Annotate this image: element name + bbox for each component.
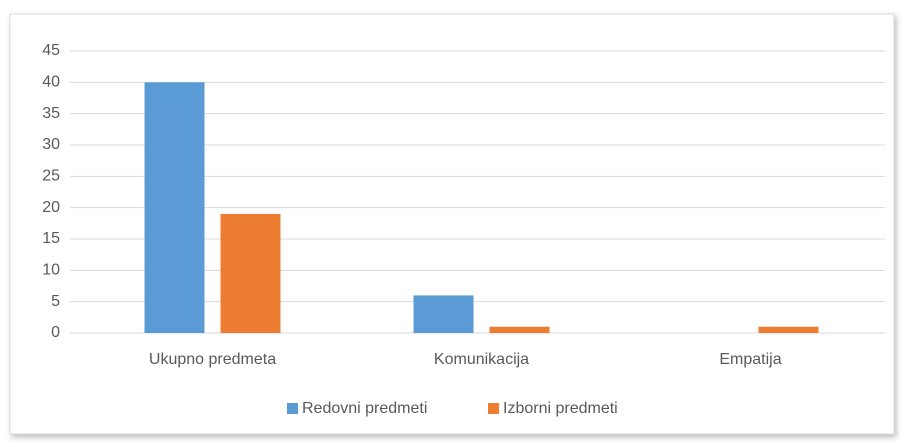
bar xyxy=(413,295,474,333)
legend-swatch xyxy=(488,403,499,414)
bar xyxy=(220,213,281,333)
legend-label: Izborni predmeti xyxy=(503,400,618,417)
x-tick-label: Ukupno predmeta xyxy=(149,351,276,368)
y-tick-label: 30 xyxy=(42,136,60,153)
y-tick-label: 15 xyxy=(42,230,60,247)
y-tick-label: 35 xyxy=(42,105,60,122)
y-tick-label: 25 xyxy=(42,168,60,185)
x-tick-label: Komunikacija xyxy=(434,351,529,368)
y-tick-label: 40 xyxy=(42,74,60,91)
y-tick-label: 5 xyxy=(51,293,60,310)
y-tick-label: 45 xyxy=(42,42,60,59)
y-tick-label: 10 xyxy=(42,262,60,279)
bar xyxy=(489,326,550,333)
y-tick-label: 0 xyxy=(51,324,60,341)
y-tick-label: 20 xyxy=(42,199,60,216)
legend-swatch xyxy=(287,403,298,414)
chart-frame xyxy=(9,13,895,435)
legend-label: Redovni predmeti xyxy=(302,400,427,417)
bar xyxy=(758,326,819,333)
x-tick-label: Empatija xyxy=(719,351,781,368)
bar xyxy=(144,82,205,333)
